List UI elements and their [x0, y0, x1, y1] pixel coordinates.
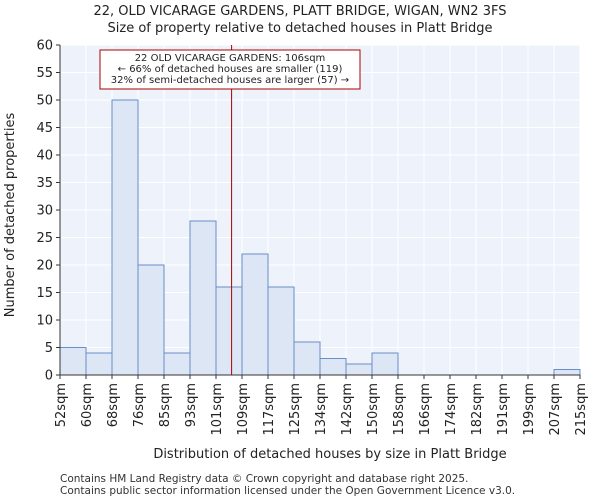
x-tick-layer: 52sqm 60sqm 68sqm 76sqm 85sqm 93sqm 101sqm 109s…: [54, 375, 589, 436]
x-tick-label: 158sqm: [392, 383, 407, 436]
bar-109sqm: [241, 253, 269, 376]
y-tick-label: 40: [36, 149, 53, 164]
annotation-line-2: ← 66% of detached houses are smaller (11…: [118, 64, 343, 75]
x-tick-label: 215sqm: [574, 383, 589, 436]
bar-52sqm: [59, 347, 87, 376]
x-tick-label: 52sqm: [54, 383, 69, 427]
x-tick-label: 166sqm: [418, 383, 433, 436]
bar-142sqm: [345, 363, 373, 376]
bar-117sqm: [267, 286, 295, 376]
bar-60sqm: [85, 352, 113, 376]
y-tick-label: 30: [36, 204, 53, 219]
bar-76sqm: [137, 264, 165, 376]
y-tick-label: 20: [36, 259, 53, 274]
bar-207sqm: [553, 369, 581, 376]
x-tick-label: 125sqm: [288, 383, 303, 436]
x-axis-label: Distribution of detached houses by size …: [153, 447, 506, 462]
x-tick-label: 101sqm: [210, 383, 225, 436]
x-tick-label: 182sqm: [470, 383, 485, 436]
annotation-line-3: 32% of semi-detached houses are larger (…: [111, 75, 349, 86]
y-axis-label: Number of detached properties: [3, 113, 18, 318]
y-tick-label: 5: [45, 341, 53, 356]
x-tick-label: 199sqm: [522, 383, 537, 436]
bar-125sqm: [293, 341, 321, 376]
annotation-frame: [99, 49, 361, 90]
y-tick-label: 0: [45, 369, 53, 384]
chart-subtitle: Size of property relative to detached ho…: [108, 21, 493, 36]
x-tick-label: 174sqm: [444, 383, 459, 436]
bar-68sqm: [111, 99, 139, 376]
x-tick-label: 207sqm: [548, 383, 563, 436]
chart-title: 22, OLD VICARAGE GARDENS, PLATT BRIDGE, …: [94, 4, 507, 19]
x-tick-label: 93sqm: [184, 383, 199, 427]
x-tick-label: 60sqm: [80, 383, 95, 427]
annotation-line-1: 22 OLD VICARAGE GARDENS: 106sqm: [135, 53, 326, 64]
bar-134sqm: [319, 358, 347, 376]
y-tick-label: 50: [36, 94, 53, 109]
annotation-box: 22 OLD VICARAGE GARDENS: 106sqm ← 66% of…: [99, 49, 361, 90]
y-tick-label: 60: [36, 39, 53, 54]
x-tick-label: 76sqm: [132, 383, 147, 427]
y-tick-layer: 0 5 10 15 20 25 30 35 40 45 50 55 60: [36, 39, 60, 384]
footer-line-2: Contains public sector information licen…: [60, 485, 515, 497]
y-tick-label: 35: [36, 176, 53, 191]
y-tick-label: 55: [36, 66, 53, 81]
y-tick-label: 15: [36, 286, 53, 301]
x-tick-label: 109sqm: [236, 383, 251, 436]
x-tick-label: 150sqm: [366, 383, 381, 436]
y-tick-label: 25: [36, 231, 53, 246]
footer-line-1: Contains HM Land Registry data © Crown c…: [60, 473, 468, 485]
y-tick-label: 45: [36, 121, 53, 136]
x-tick-label: 85sqm: [158, 383, 173, 427]
bar-101sqm: [215, 286, 243, 376]
x-tick-label: 142sqm: [340, 383, 355, 436]
bar-layer: [59, 99, 581, 376]
bar-85sqm: [163, 352, 191, 376]
bar-150sqm: [371, 352, 399, 376]
x-tick-label: 117sqm: [262, 383, 277, 436]
x-tick-label: 191sqm: [496, 383, 511, 436]
bar-93sqm: [189, 220, 217, 376]
x-tick-label: 134sqm: [314, 383, 329, 436]
y-tick-label: 10: [36, 314, 53, 329]
x-tick-label: 68sqm: [106, 383, 121, 427]
